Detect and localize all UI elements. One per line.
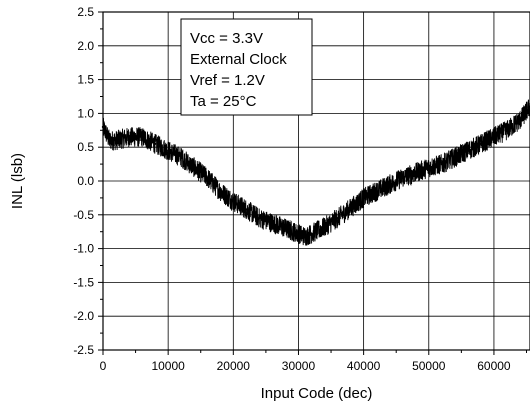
y-tick-label: -1.5 [73, 275, 94, 289]
series-group [101, 99, 530, 246]
data-point [153, 142, 157, 146]
data-point [258, 216, 261, 220]
data-point [140, 135, 144, 139]
data-point [284, 227, 287, 230]
data-point [193, 166, 196, 169]
data-point [245, 208, 248, 211]
grid-lines [102, 11, 530, 351]
data-point [323, 225, 326, 229]
data-point [427, 166, 430, 169]
x-tick-label: 60000 [477, 359, 511, 373]
y-axis-label: INL (lsb) [9, 153, 26, 209]
data-point [303, 235, 307, 238]
data-point [349, 206, 352, 210]
data-point [114, 139, 118, 142]
y-tick-label: -2.0 [73, 309, 94, 323]
data-point [518, 118, 522, 122]
data-point [232, 200, 235, 203]
data-point [108, 139, 111, 142]
data-point [310, 232, 313, 235]
x-tick-label: 20000 [217, 359, 251, 373]
annotation-line: Ta = 25°C [190, 93, 257, 110]
data-point [206, 176, 209, 179]
data-point [362, 196, 365, 200]
annotation-line: External Clock [190, 51, 287, 68]
data-point [440, 162, 444, 166]
y-tick-label: -2.5 [73, 343, 94, 357]
x-tick-label: 10000 [151, 359, 185, 373]
data-point [453, 156, 457, 159]
x-tick-label: 0 [100, 359, 107, 373]
data-point [375, 189, 378, 193]
data-point [166, 149, 170, 152]
y-tick-label: 0.5 [77, 140, 94, 154]
data-point [505, 129, 509, 132]
x-tick-label: 50000 [412, 359, 446, 373]
data-point [401, 176, 404, 179]
annotation-line: Vcc = 3.3V [190, 30, 263, 47]
y-tick-label: 2.0 [77, 39, 94, 53]
data-point [271, 221, 274, 225]
data-point [466, 149, 470, 152]
annotation-line: Vref = 1.2V [190, 72, 265, 89]
data-point [219, 189, 222, 193]
y-tick-label: -1.0 [73, 242, 94, 256]
data-point [127, 135, 131, 139]
data-point [388, 183, 391, 186]
data-point [414, 171, 417, 175]
x-axis-label: Input Code (dec) [261, 385, 373, 402]
data-point [336, 216, 339, 220]
axis-ticks: 2.5 2.0 1.5 1.0 0.5 0.0 -0.5 -1.0 -1.5 -2.0 -2.5 0 1… [73, 5, 528, 373]
y-tick-label: 0.0 [77, 174, 94, 188]
data-point [492, 135, 496, 139]
annotation-frame [180, 18, 313, 116]
data-point [179, 156, 183, 159]
x-tick-label: 40000 [347, 359, 381, 373]
data-point [297, 232, 300, 235]
y-tick-label: -0.5 [73, 208, 94, 222]
x-tick-label: 30000 [282, 359, 316, 373]
annotation-box: Vcc = 3.3V External Clock Vref = 1.2V Ta = … [180, 18, 313, 116]
series-line [102, 99, 530, 246]
data-point [479, 142, 483, 146]
y-tick-label: 1.5 [77, 73, 94, 87]
y-tick-label: 1.0 [77, 106, 94, 120]
y-tick-label: 2.5 [77, 5, 94, 19]
